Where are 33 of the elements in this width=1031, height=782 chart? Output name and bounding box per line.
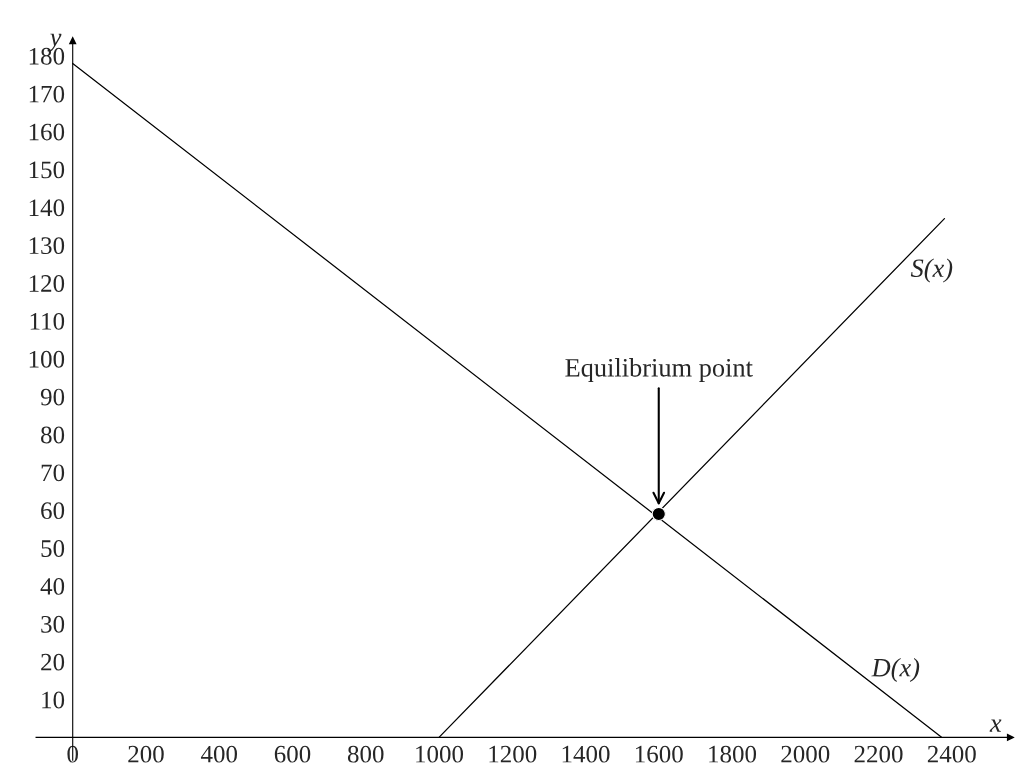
series-label: D(x) xyxy=(871,658,920,682)
y-tick-label: 20 xyxy=(41,653,65,671)
series-label: S(x) xyxy=(910,258,953,283)
y-tick-label: 90 xyxy=(40,388,65,406)
y-tick-label: 150 xyxy=(29,161,65,179)
x-tick-label: 600 xyxy=(274,745,311,763)
x-tick-label: 2000 xyxy=(781,745,830,763)
y-tick-label: 40 xyxy=(40,577,65,595)
x-tick-label: 800 xyxy=(347,745,384,763)
annotation: Equilibrium point xyxy=(565,358,753,383)
x-tick-label: 1800 xyxy=(709,745,757,763)
y-tick-label: 10 xyxy=(42,691,65,709)
y-tick-label: 30 xyxy=(41,615,65,633)
x-tick-label: 400 xyxy=(200,745,238,763)
y-tick-label: 100 xyxy=(29,350,65,368)
y-tick-label: 70 xyxy=(41,464,65,482)
y-tick-label: 80 xyxy=(41,426,65,444)
y-tick-label: 50 xyxy=(41,540,65,557)
x-tick-label: 200 xyxy=(128,745,164,763)
y-tick-label: 170 xyxy=(29,85,65,103)
x-tick-label: 2400 xyxy=(927,745,976,763)
x-tick-label: 1400 xyxy=(562,745,610,763)
y-tick-label: 140 xyxy=(29,199,65,217)
y-tick-label: 110 xyxy=(30,312,65,330)
y-tick-label: 120 xyxy=(29,275,65,292)
x-tick-label: 1200 xyxy=(489,745,537,763)
y-tick-label: 130 xyxy=(29,237,65,255)
x-axis-title: x xyxy=(989,719,1002,732)
y-tick-label: 60 xyxy=(41,502,65,520)
y-tick-label: 160 xyxy=(29,123,65,141)
x-tick-label: 1000 xyxy=(416,745,464,763)
x-tick-label: 2200 xyxy=(854,745,903,763)
x-tick-label: 1600 xyxy=(635,745,683,763)
